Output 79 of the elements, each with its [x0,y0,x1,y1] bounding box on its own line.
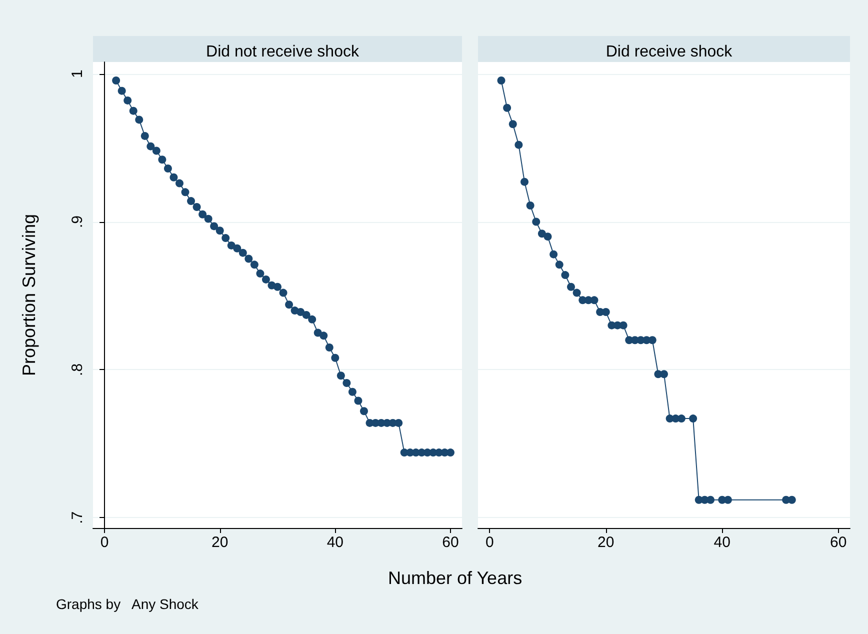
point [320,332,328,340]
point [331,354,340,362]
point [532,218,540,226]
point [129,106,138,115]
point [256,270,264,278]
point [514,140,523,149]
chart-title: Did not receive shock [206,44,360,60]
point [181,188,190,196]
point [164,164,172,173]
point [124,96,132,104]
x-tick-label: 0 [485,534,494,551]
x-tick-label: 20 [212,534,228,551]
x-tick-label: 40 [326,534,344,551]
point [660,370,668,378]
y-axis-title: Proportion Surviving [19,214,39,376]
point [187,197,196,206]
point [152,146,160,155]
point [538,230,546,238]
point [285,300,294,309]
point [689,414,698,423]
point [308,315,316,324]
point [354,396,362,405]
x-tick-label: 60 [442,534,459,551]
x-tick-label: 20 [598,534,614,551]
point [140,132,149,140]
point [238,248,247,257]
point [590,296,598,304]
point [526,202,534,210]
point [175,179,184,188]
point [394,418,403,427]
point [216,226,224,235]
point [118,86,126,95]
point [112,76,120,84]
point [572,288,581,297]
point [602,308,610,316]
point [210,222,218,230]
x-tick-label: 60 [830,534,847,551]
point [279,288,288,297]
point [146,142,155,150]
point [706,496,714,504]
point [244,254,253,263]
point [250,260,258,269]
point [648,336,656,344]
y-tick-label: .8 [69,363,86,376]
text: Graphs by Any Shock [56,596,198,612]
x-tick-label: 0 [100,534,109,551]
point [520,178,528,186]
x-axis-title: Number of Years [388,568,522,589]
point [274,282,282,291]
point [567,282,575,291]
point [325,344,334,352]
point [233,244,242,252]
x-tick-label: 40 [714,534,730,551]
point [550,250,558,258]
y-tick-label: 1 [69,70,86,78]
point [360,407,368,416]
y-tick-label: .7 [69,511,86,524]
point [497,76,506,84]
point [296,308,305,316]
point [302,310,310,319]
point [262,275,270,284]
y-tick-label: .9 [69,216,86,228]
point [544,232,552,241]
point [508,120,517,128]
point [555,260,564,269]
point [198,210,207,218]
point [158,156,166,164]
point [222,234,230,242]
point [336,372,345,380]
point [342,379,351,388]
point [503,104,512,112]
chart-title: Did receive shock [606,44,734,60]
point [135,116,144,124]
point [561,271,570,280]
point [348,388,356,396]
point [619,321,628,330]
point [170,173,178,182]
point [192,202,201,211]
point [204,214,212,223]
